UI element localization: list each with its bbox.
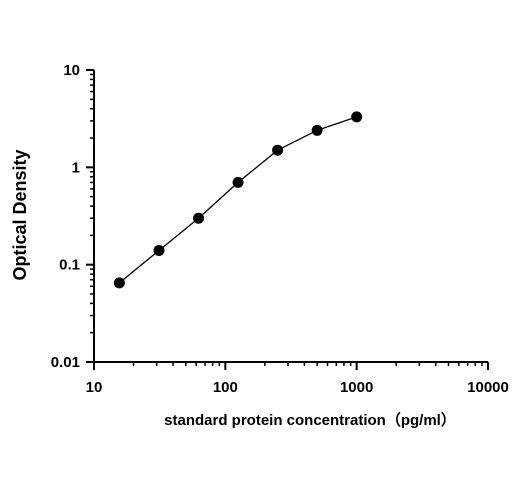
axes: 0.01 0.1 1 10 10 100 1000 10000 [51,62,509,396]
x-tick-label: 10000 [467,379,509,396]
data-series [113,111,363,289]
curve-line [118,116,357,284]
data-point [193,212,205,224]
y-tick-label: 0.01 [51,354,80,371]
y-tick-label: 10 [63,62,80,79]
data-point [272,144,284,156]
x-axis-title: standard protein concentration（pg/ml） [164,411,456,429]
data-point [351,111,363,123]
data-point [232,176,244,188]
y-axis-title: Optical Density [10,149,30,280]
y-tick-label: 0.1 [59,257,80,274]
x-tick-label: 100 [213,379,238,396]
data-point [113,277,125,289]
x-tick-label: 10 [86,379,103,396]
y-tick-label: 1 [72,159,80,176]
data-point [153,244,165,256]
x-tick-label: 1000 [340,379,373,396]
data-point [311,124,323,136]
